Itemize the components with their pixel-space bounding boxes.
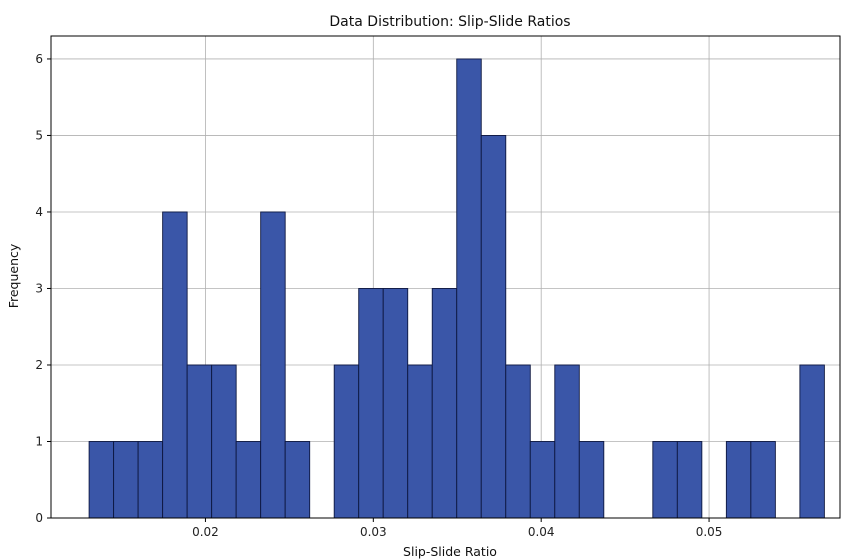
y-tick-label: 3 — [35, 281, 43, 295]
plot-frame — [50, 35, 841, 519]
histogram-bar — [578, 441, 605, 519]
x-tick-label: 0.04 — [528, 525, 555, 539]
histogram-bar — [407, 364, 433, 519]
histogram-bar — [676, 441, 703, 519]
y-axis-label: Frequency — [6, 243, 21, 308]
histogram-bar — [113, 441, 139, 519]
histogram-bars — [88, 58, 825, 519]
x-tick-label: 0.05 — [696, 525, 723, 539]
histogram-bar — [750, 441, 776, 519]
histogram-bar — [235, 441, 262, 519]
histogram-bar — [186, 364, 213, 519]
histogram-bar — [284, 441, 311, 519]
histogram-bar — [725, 441, 752, 519]
histogram-bar — [162, 211, 188, 519]
axis-ticks: 0 1 2 3 4 5 6 0.02 0.03 0.04 0.05 — [35, 52, 722, 539]
histogram-bar — [382, 288, 409, 519]
histogram-bar — [505, 364, 531, 519]
histogram-bar — [88, 441, 115, 519]
chart-title: Data Distribution: Slip-Slide Ratios — [329, 14, 570, 30]
histogram-bar — [456, 58, 482, 519]
histogram-bar — [260, 211, 286, 519]
histogram-bar — [137, 441, 164, 519]
y-tick-label: 4 — [35, 205, 43, 219]
histogram-bar — [333, 364, 360, 519]
histogram-bar — [211, 364, 237, 519]
histogram-bar — [799, 364, 825, 519]
histogram-bar — [358, 288, 384, 519]
y-tick-label: 2 — [35, 358, 43, 372]
histogram-bar — [554, 364, 580, 519]
x-axis-label: Slip-Slide Ratio — [403, 544, 497, 559]
histogram-bar — [480, 135, 507, 519]
y-tick-label: 5 — [35, 128, 43, 142]
x-tick-label: 0.02 — [192, 525, 219, 539]
y-tick-label: 0 — [35, 511, 43, 525]
histogram-bar — [652, 441, 678, 519]
y-tick-label: 6 — [35, 52, 43, 66]
histogram-bar — [529, 441, 556, 519]
histogram-bar — [431, 288, 458, 519]
y-tick-label: 1 — [35, 434, 43, 448]
x-tick-label: 0.03 — [360, 525, 387, 539]
